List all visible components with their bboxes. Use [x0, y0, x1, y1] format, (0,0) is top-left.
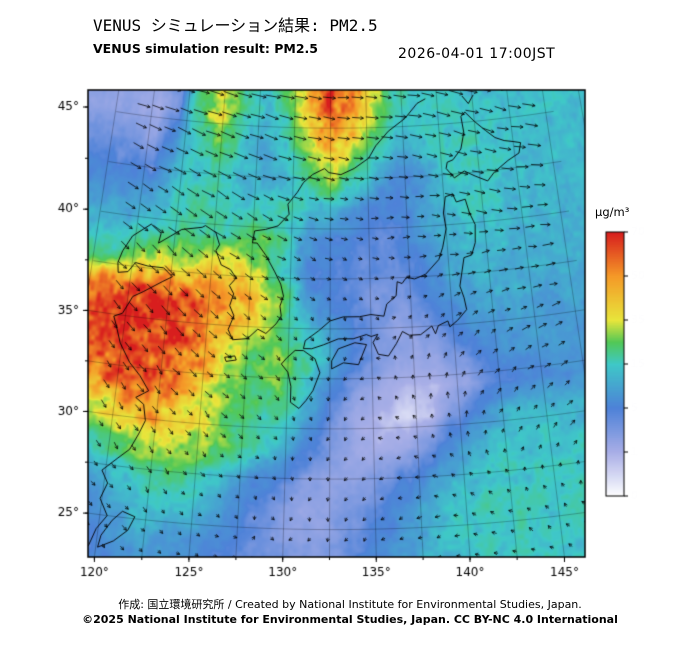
timestamp-label: 2026-04-01 17:00JST — [398, 46, 556, 62]
page-title-japanese: VENUS シミュレーション結果: PM2.5 — [93, 16, 378, 35]
colorbar-unit-label: µg/m³ — [595, 205, 630, 219]
page-title-english: VENUS simulation result: PM2.5 — [93, 41, 318, 56]
license-line: ©2025 National Institute for Environment… — [82, 613, 618, 626]
credit-line: 作成: 国立環境研究所 / Created by National Instit… — [118, 598, 582, 611]
